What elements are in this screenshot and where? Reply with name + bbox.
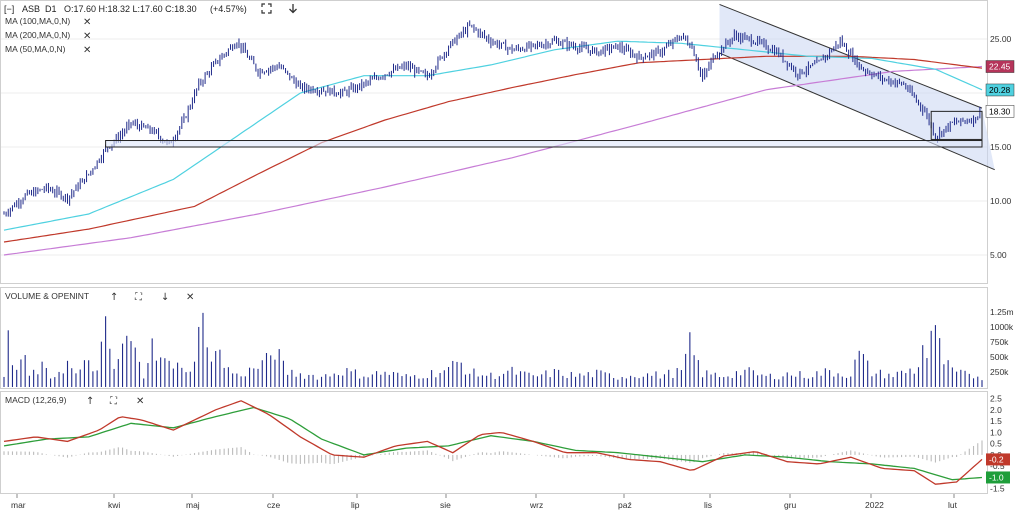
volume-close-icon[interactable]: ✕ <box>186 292 194 303</box>
volume-move-up-icon[interactable]: ↑ <box>110 292 118 303</box>
macd-badge <box>986 471 1010 484</box>
consolidation-box[interactable] <box>930 110 983 140</box>
macd-tick-label: -0.5 <box>990 461 1005 471</box>
volume-tick-label: 750k <box>990 337 1009 347</box>
change-readout: (+4.57%) <box>210 4 247 14</box>
collapse-toggle[interactable]: [−] <box>4 4 14 14</box>
symbol-label: ASB <box>22 4 40 14</box>
indicator-ma50-label: MA (50,MA,0,N) <box>5 44 66 54</box>
volume-panel-frame <box>0 287 988 389</box>
x-tick-label: 2022 <box>865 500 884 510</box>
macd-tick-label: 0.5 <box>990 439 1002 449</box>
indicator-ma200-remove-icon[interactable]: ✕ <box>83 31 91 42</box>
macd-close-icon[interactable]: ✕ <box>136 396 144 407</box>
arrow-down-icon[interactable] <box>289 4 297 14</box>
x-tick-label: wrz <box>529 500 543 510</box>
volume-tick-label: 1.25m <box>990 307 1014 317</box>
ohlc-readout: O:17.60 H:18.32 L:17.60 C:18.30 <box>64 4 197 14</box>
x-tick-label: lis <box>704 500 712 510</box>
expand-icon[interactable] <box>261 3 272 14</box>
price-badge-label: 20.28 <box>989 85 1011 95</box>
volume-panel-header: VOLUME & OPENINT ↑ ⛶ ↓ ✕ <box>5 291 194 303</box>
indicator-ma200[interactable]: MA (200,MA,0,N) ✕ <box>5 30 91 42</box>
price-tick-label: 5.00 <box>990 250 1007 260</box>
macd-tick-label: 2.0 <box>990 405 1002 415</box>
support-zone[interactable] <box>105 140 983 148</box>
indicator-ma200-label: MA (200,MA,0,N) <box>5 30 70 40</box>
price-badge-label: 22.45 <box>989 62 1011 72</box>
ma200-line <box>3 65 983 256</box>
macd-tick-label: -1.5 <box>990 484 1005 494</box>
macd-panel-frame <box>0 391 988 494</box>
x-tick-label: paź <box>618 500 632 510</box>
ma50-line <box>3 40 983 231</box>
x-tick-label: lip <box>351 500 360 510</box>
macd-tick-label: 1.0 <box>990 427 1002 437</box>
macd-move-up-icon[interactable]: ↑ <box>86 396 94 407</box>
macd-badge-label: -0.2 <box>989 454 1004 464</box>
indicator-ma100-label: MA (100,MA,0,N) <box>5 16 70 26</box>
price-tick-label: 25.00 <box>990 34 1012 44</box>
volume-move-down-icon[interactable]: ↓ <box>161 292 169 303</box>
volume-tick-label: 250k <box>990 367 1009 377</box>
indicator-legend: MA (100,MA,0,N) ✕ MA (200,MA,0,N) ✕ MA (… <box>5 16 91 56</box>
macd-badge-label: -1.0 <box>989 472 1004 482</box>
indicator-ma100-remove-icon[interactable]: ✕ <box>83 17 91 28</box>
indicator-ma100[interactable]: MA (100,MA,0,N) ✕ <box>5 16 91 28</box>
x-tick-label: maj <box>186 500 200 510</box>
x-tick-label: gru <box>784 500 797 510</box>
price-badge-label: 18.30 <box>989 106 1011 116</box>
price-badge <box>985 105 1015 118</box>
macd-badge <box>986 453 1010 466</box>
x-tick-label: mar <box>11 500 26 510</box>
volume-tick-label: 1000k <box>990 322 1014 332</box>
x-tick-label: cze <box>267 500 281 510</box>
price-badge <box>985 83 1015 97</box>
trend-channel-fill <box>719 4 995 170</box>
macd-maximize-icon[interactable]: ⛶ <box>109 396 118 407</box>
interval-label[interactable]: D1 <box>45 4 57 14</box>
chart-header: [−] ASB D1 O:17.60 H:18.32 L:17.60 C:18.… <box>4 3 297 14</box>
macd-signal-line <box>3 406 983 481</box>
price-tick-label: 10.00 <box>990 196 1012 206</box>
macd-tick-label: 2.5 <box>990 394 1002 404</box>
x-tick-label: lut <box>948 500 958 510</box>
volume-tick-label: 500k <box>990 352 1009 362</box>
price-badge <box>985 60 1015 73</box>
volume-panel-title: VOLUME & OPENINT <box>5 291 89 301</box>
channel-lower-line[interactable] <box>719 52 995 171</box>
macd-panel-title: MACD (12,26,9) <box>5 395 67 405</box>
macd-panel-header: MACD (12,26,9) ↑ ⛶ ✕ <box>5 395 144 407</box>
macd-line <box>3 400 983 485</box>
x-tick-label: kwi <box>108 500 120 510</box>
price-tick-label: 15.00 <box>990 142 1012 152</box>
macd-tick-label: 1.5 <box>990 416 1002 426</box>
indicator-ma50-remove-icon[interactable]: ✕ <box>83 45 91 56</box>
indicator-ma50[interactable]: MA (50,MA,0,N) ✕ <box>5 44 91 56</box>
volume-maximize-icon[interactable]: ⛶ <box>134 292 143 303</box>
x-tick-label: sie <box>440 500 451 510</box>
